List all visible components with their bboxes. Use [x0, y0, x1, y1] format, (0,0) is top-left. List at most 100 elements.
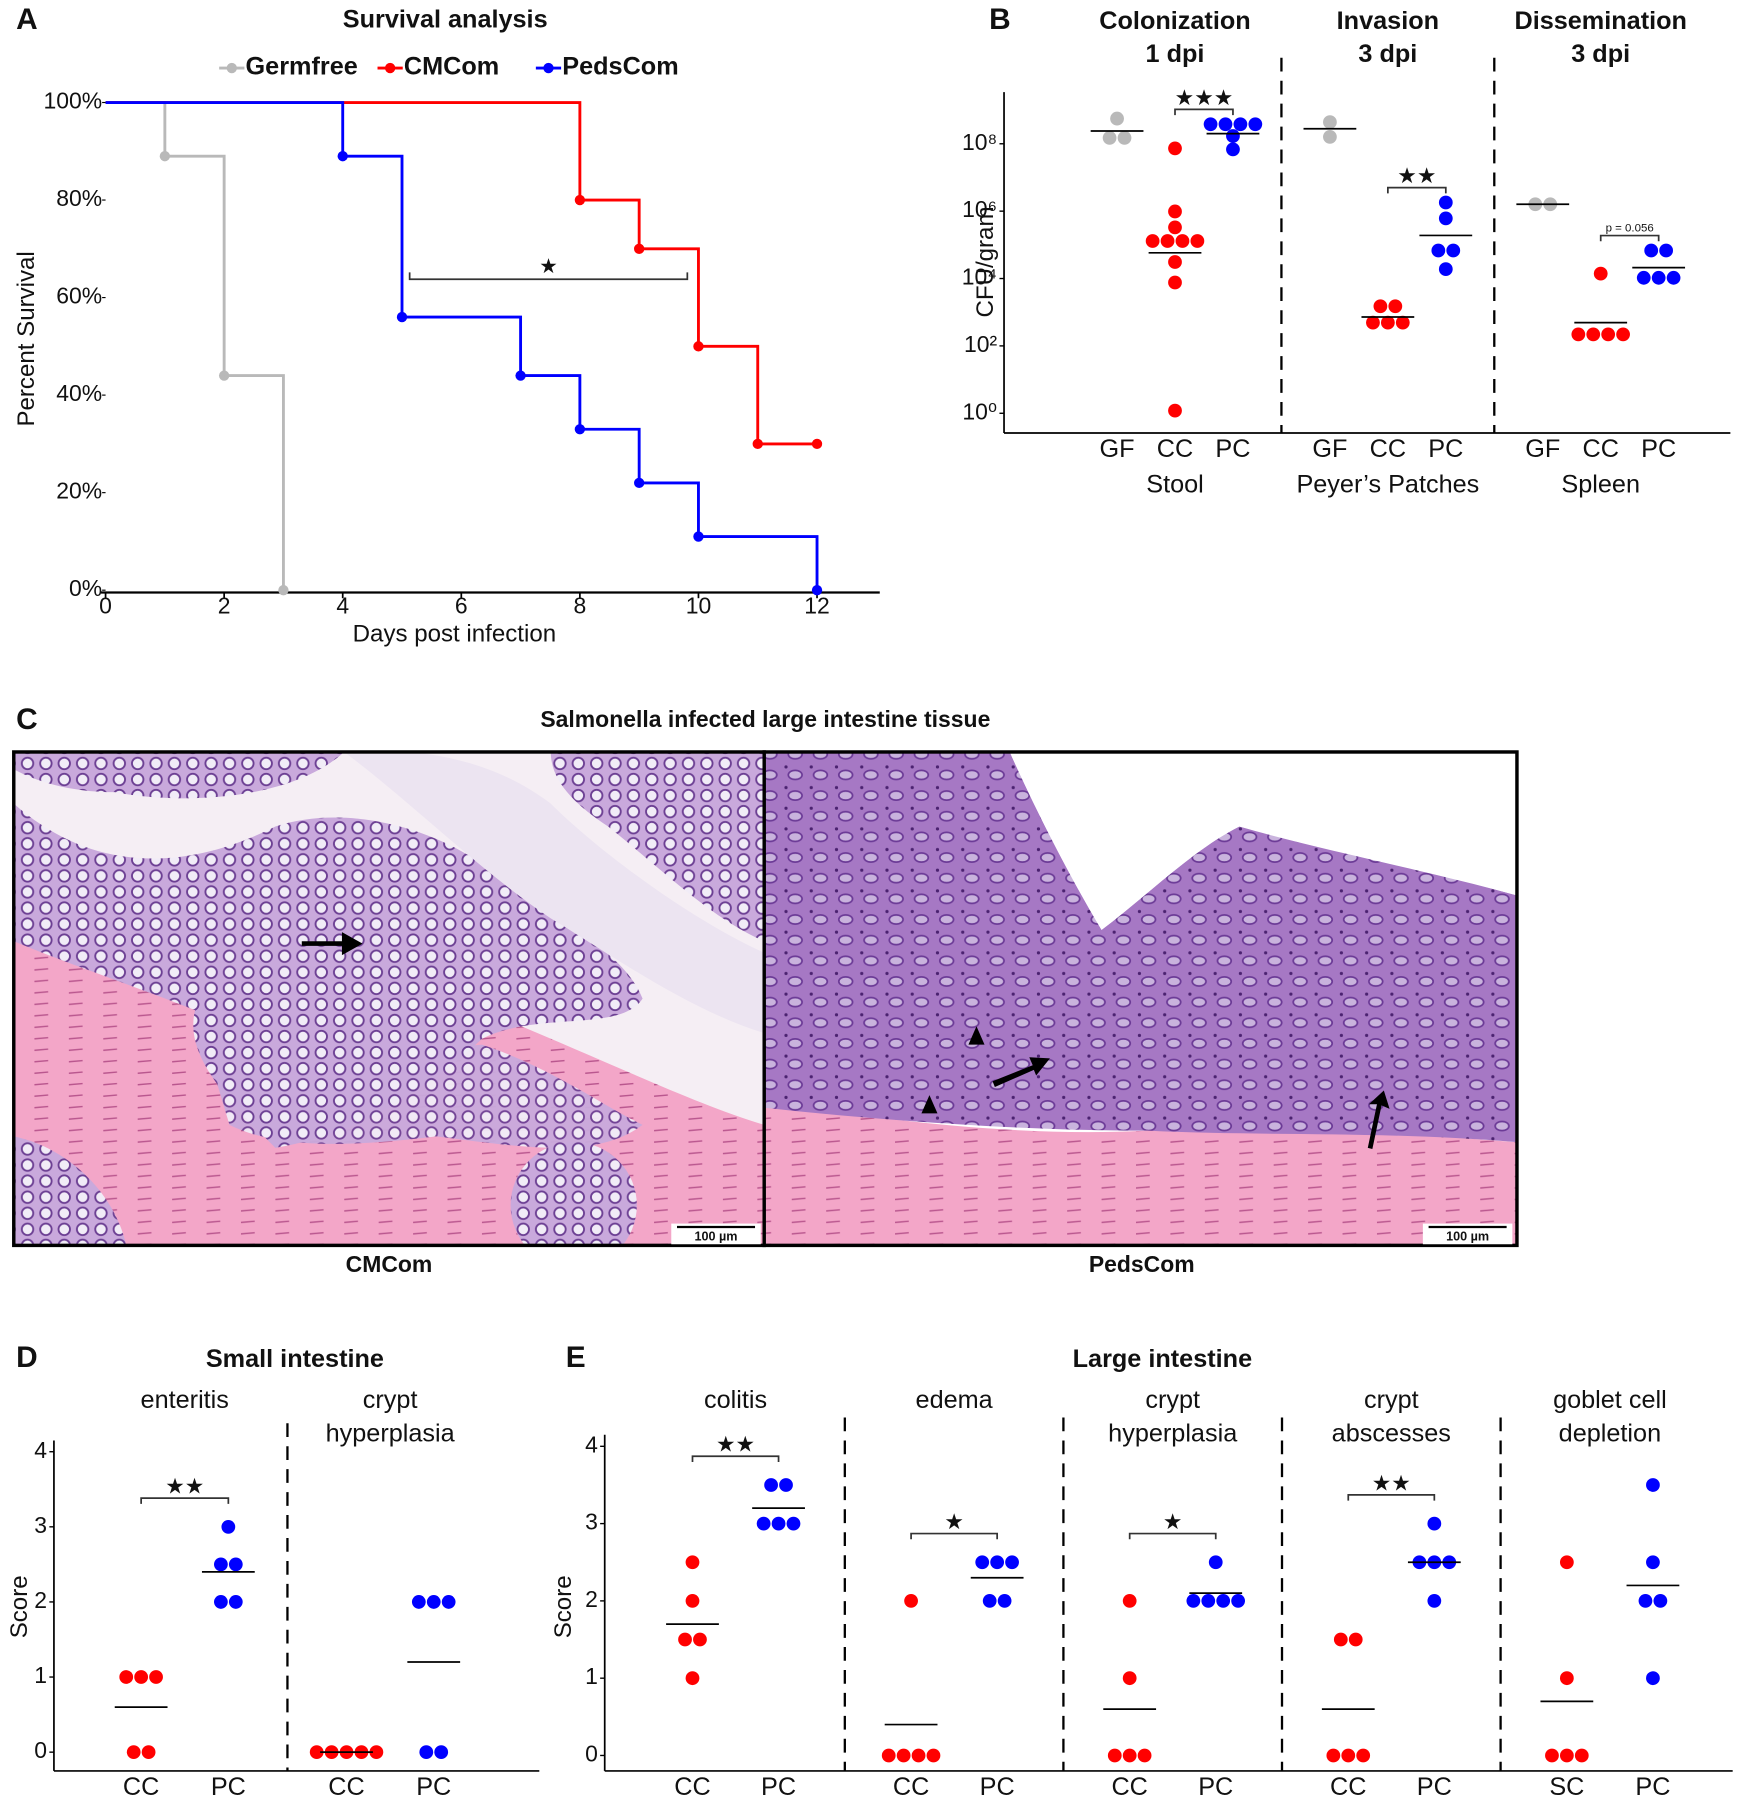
- image-label: CMCom: [346, 1251, 433, 1277]
- step-line: [224, 374, 285, 591]
- x-tick-label: CC: [1330, 1773, 1366, 1800]
- histology-image: [13, 751, 765, 1246]
- point: [1431, 243, 1446, 258]
- y-axis-label: Percent Survival: [13, 251, 40, 426]
- x-tick-label: GF: [1525, 435, 1560, 463]
- point: [1333, 1632, 1348, 1647]
- point: [1666, 270, 1681, 285]
- group-title: hyperplasia: [1108, 1419, 1238, 1447]
- point: [419, 1745, 434, 1760]
- point: [1145, 234, 1160, 248]
- group-title: 3 dpi: [1358, 40, 1417, 68]
- x-tick-label: CC: [1370, 435, 1406, 463]
- point: [214, 1595, 228, 1609]
- chart-title: Survival analysis: [343, 6, 548, 34]
- point: [1107, 1748, 1122, 1763]
- point: [1137, 1748, 1152, 1763]
- group-title: 1 dpi: [1146, 40, 1205, 68]
- point: [1427, 1594, 1442, 1608]
- y-tick-label: 100%: [43, 88, 102, 114]
- point: [1168, 255, 1182, 269]
- significance-bracket: [1128, 1532, 1217, 1540]
- panel-title: Small intestine: [206, 1345, 384, 1373]
- x-tick-label: PC: [1198, 1773, 1233, 1800]
- y-tick-label: 3: [34, 1512, 47, 1538]
- significance-bracket: [408, 272, 689, 281]
- legend-marker: [384, 62, 396, 74]
- point: [221, 1519, 236, 1534]
- point: [1601, 327, 1616, 342]
- point: [1218, 117, 1233, 132]
- point: [1168, 275, 1182, 290]
- point: [1559, 1555, 1574, 1570]
- point: [1186, 1594, 1201, 1608]
- x-tick-label: PC: [1428, 435, 1463, 463]
- point: [1216, 1594, 1231, 1608]
- y-tick-label: 0: [34, 1737, 47, 1763]
- significance-label: ★★★: [1175, 85, 1234, 110]
- y-tick-label: 10⁴: [962, 264, 997, 290]
- x-tick-label: PC: [980, 1773, 1015, 1800]
- significance-bracket: [1174, 108, 1234, 116]
- x-tick-label: PC: [1641, 435, 1676, 463]
- panel-letter: C: [16, 703, 38, 736]
- point: [411, 1595, 426, 1609]
- group-title: Colonization: [1099, 7, 1250, 35]
- step-line: [342, 154, 404, 318]
- point: [228, 1595, 243, 1609]
- step-line: [579, 198, 641, 249]
- point: [771, 1516, 786, 1531]
- y-axis-label: Score: [6, 1575, 33, 1638]
- point: [426, 1595, 441, 1609]
- x-tick-label: 12: [804, 592, 830, 618]
- point: [1586, 327, 1601, 342]
- significance-label: ★★: [716, 1432, 755, 1457]
- significance-label: ★: [539, 255, 558, 278]
- step-line: [639, 481, 700, 537]
- x-tick-label: CC: [1582, 435, 1618, 463]
- legend-label: Germfree: [246, 53, 358, 81]
- point: [1226, 129, 1240, 143]
- y-tick-label: 80%: [56, 185, 102, 211]
- point: [1348, 1632, 1363, 1647]
- point: [1638, 1594, 1653, 1608]
- significance-label: p = 0.056: [1606, 223, 1654, 235]
- legend-label: PedsCom: [562, 53, 678, 81]
- y-tick-label: 40%: [56, 380, 102, 406]
- y-tick-label: 0%: [69, 575, 102, 601]
- histology-image: [764, 751, 1517, 1246]
- point: [1168, 204, 1182, 219]
- point: [786, 1516, 801, 1531]
- group-title: hyperplasia: [326, 1419, 456, 1447]
- legend-marker: [226, 62, 237, 74]
- significance-bracket: [140, 1497, 230, 1504]
- y-axis-label: Score: [550, 1575, 577, 1638]
- step-line: [164, 154, 226, 376]
- x-tick-label: GF: [1100, 435, 1135, 463]
- y-axis-label: CFU/gram: [972, 206, 999, 317]
- significance-label: ★★: [1372, 1470, 1411, 1495]
- y-tick-label: 60%: [56, 283, 102, 309]
- histology-panel: C Salmonella infected large intestine ti…: [12, 703, 1519, 1277]
- x-tick-label: 6: [455, 592, 468, 618]
- point: [634, 243, 645, 254]
- significance-label: ★★: [1397, 163, 1436, 188]
- point: [1168, 220, 1182, 235]
- point: [1160, 234, 1175, 248]
- point: [1168, 403, 1182, 418]
- step-line: [698, 344, 760, 444]
- group-title: enteritis: [141, 1386, 229, 1414]
- group-title: crypt: [1145, 1386, 1200, 1414]
- panel-letter: E: [566, 1341, 586, 1374]
- point: [685, 1555, 700, 1570]
- point: [141, 1745, 156, 1760]
- x-tick-label: CC: [123, 1773, 159, 1800]
- x-tick-label: CC: [674, 1773, 710, 1800]
- group-title: goblet cell: [1553, 1386, 1667, 1414]
- y-tick-label: 3: [585, 1509, 598, 1535]
- step-line: [105, 101, 167, 157]
- image-label: PedsCom: [1089, 1251, 1195, 1277]
- point: [1248, 117, 1263, 132]
- point: [1616, 327, 1630, 342]
- scale-bar-box: [671, 1223, 761, 1245]
